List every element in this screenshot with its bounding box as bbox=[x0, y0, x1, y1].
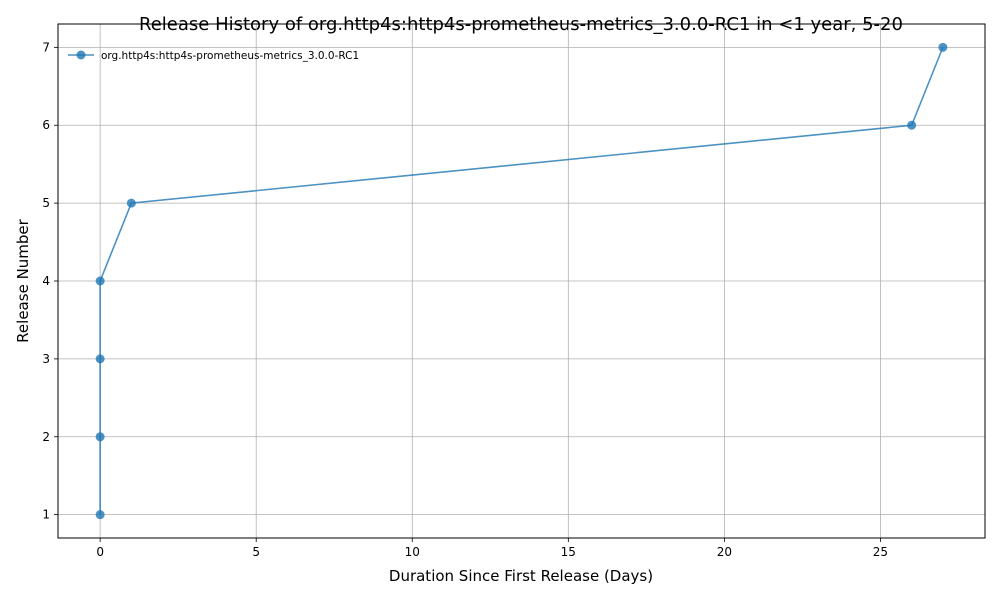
y-tick-label: 4 bbox=[42, 274, 50, 288]
y-tick-label: 2 bbox=[42, 430, 50, 444]
data-point bbox=[126, 198, 136, 208]
y-tick-label: 3 bbox=[42, 352, 50, 366]
y-tick-label: 1 bbox=[42, 508, 50, 522]
x-tick-label: 0 bbox=[96, 545, 104, 559]
legend-marker bbox=[76, 50, 86, 60]
data-point bbox=[938, 42, 948, 52]
y-tick-label: 5 bbox=[42, 196, 50, 210]
x-tick-label: 15 bbox=[561, 545, 576, 559]
grid bbox=[58, 24, 985, 538]
data-point bbox=[95, 432, 105, 442]
legend-label: org.http4s:http4s-prometheus-metrics_3.0… bbox=[101, 50, 359, 62]
legend: org.http4s:http4s-prometheus-metrics_3.0… bbox=[68, 50, 359, 62]
x-tick-label: 5 bbox=[252, 545, 260, 559]
data-point bbox=[95, 276, 105, 286]
x-axis-label: Duration Since First Release (Days) bbox=[389, 567, 653, 585]
x-axis-ticks: 0 5 10 15 20 25 bbox=[96, 538, 888, 559]
data-point bbox=[95, 510, 105, 520]
data-point bbox=[907, 120, 917, 130]
y-axis-ticks: 1 2 3 4 5 6 7 bbox=[42, 40, 58, 522]
x-tick-label: 25 bbox=[873, 545, 888, 559]
y-tick-label: 6 bbox=[42, 118, 50, 132]
x-tick-label: 20 bbox=[717, 545, 732, 559]
y-tick-label: 7 bbox=[42, 40, 50, 54]
series-group bbox=[95, 42, 948, 520]
y-axis-label: Release Number bbox=[14, 218, 32, 342]
data-point bbox=[95, 354, 105, 364]
x-tick-label: 10 bbox=[405, 545, 420, 559]
